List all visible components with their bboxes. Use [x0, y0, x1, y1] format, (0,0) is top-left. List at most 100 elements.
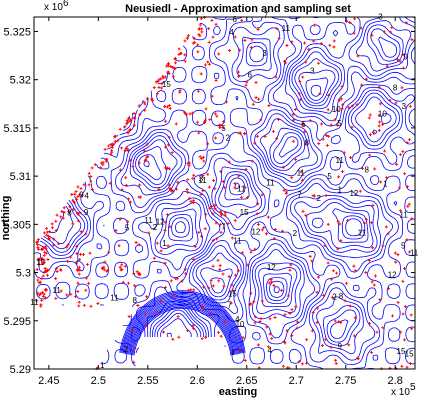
sample-point: [137, 104, 141, 108]
sample-point: [200, 27, 204, 31]
sample-point: [253, 315, 257, 319]
sample-point: [229, 301, 233, 305]
sample-point: [370, 280, 374, 284]
y-tick-label: 5.325: [3, 26, 31, 38]
sample-point: [55, 270, 59, 274]
sample-point: [152, 86, 156, 90]
sample-point: [191, 176, 195, 180]
sample-point: [200, 157, 204, 161]
sample-point: [42, 292, 46, 296]
sample-point: [404, 21, 408, 25]
sample-point: [400, 86, 404, 90]
contour-label: 11: [237, 185, 246, 194]
sample-point: [133, 117, 137, 121]
sample-point: [237, 131, 241, 135]
sample-point: [76, 195, 80, 199]
contour-line: [37, 16, 416, 361]
sample-point: [208, 118, 212, 122]
sample-point: [126, 281, 130, 285]
contour-line: [122, 294, 243, 354]
sample-point: [406, 204, 410, 208]
x-tick-label: 2.7: [289, 375, 304, 387]
sample-point: [250, 159, 254, 163]
sample-point: [223, 320, 227, 324]
sample-point: [364, 217, 368, 221]
sample-point: [341, 103, 345, 107]
sample-point: [163, 261, 167, 265]
sample-point: [100, 266, 104, 270]
sample-point: [325, 143, 329, 147]
sample-point: [192, 199, 196, 203]
sample-point: [347, 343, 351, 347]
sample-point: [78, 193, 82, 197]
sample-point: [129, 200, 133, 204]
contour-label: 4: [268, 346, 273, 355]
sample-point: [408, 362, 412, 366]
contour-label: 8: [393, 84, 398, 93]
sample-point: [271, 130, 275, 134]
sample-point: [257, 97, 261, 101]
sample-point: [48, 230, 52, 234]
sample-point: [200, 30, 204, 34]
sample-point: [285, 44, 289, 48]
sample-point: [166, 244, 170, 248]
sample-point: [65, 245, 69, 249]
sample-point: [353, 316, 357, 320]
sample-point: [211, 264, 215, 268]
contour-label: 11: [52, 286, 61, 295]
sample-point: [333, 118, 337, 122]
sample-point: [199, 17, 203, 21]
sample-point: [167, 167, 171, 171]
sample-point: [255, 212, 259, 216]
sample-point: [192, 173, 196, 177]
sample-point: [241, 336, 245, 340]
sample-point: [207, 40, 211, 44]
sample-point: [120, 146, 124, 150]
sample-point: [123, 264, 127, 268]
sample-point: [36, 257, 40, 261]
sample-point: [103, 260, 107, 264]
sample-point: [252, 300, 256, 304]
sample-point: [324, 193, 328, 197]
sample-point: [201, 189, 205, 193]
contour-label: 15: [405, 349, 414, 358]
sample-point: [227, 275, 231, 279]
sample-point: [184, 112, 188, 116]
sample-point: [316, 306, 320, 310]
sample-point: [268, 317, 272, 321]
sample-point: [158, 300, 162, 304]
contour-label: 6: [232, 15, 237, 24]
sample-point: [133, 284, 137, 288]
sample-point: [401, 53, 405, 57]
sample-point: [243, 38, 247, 42]
sample-point: [256, 202, 260, 206]
sample-point: [226, 221, 230, 225]
sample-point: [126, 197, 130, 201]
sample-point: [66, 260, 70, 264]
sample-point: [188, 112, 192, 116]
sample-point: [166, 143, 170, 147]
sample-point: [155, 241, 159, 245]
sample-point: [211, 238, 215, 242]
sample-point: [305, 142, 309, 146]
sample-point: [109, 143, 113, 147]
contour-line: [130, 303, 235, 355]
x-tick-label: 2.55: [137, 375, 158, 387]
contour-label: 12: [251, 228, 260, 237]
sample-point: [207, 185, 211, 189]
sample-point: [339, 239, 343, 243]
sample-point: [249, 250, 253, 254]
sample-point: [161, 76, 165, 80]
sample-point: [117, 244, 121, 248]
contour-line: [123, 295, 242, 354]
sample-point: [377, 128, 381, 132]
sample-point: [383, 149, 387, 153]
sample-point: [305, 338, 309, 342]
sample-point: [77, 300, 81, 304]
sample-point: [256, 343, 260, 347]
sample-point: [395, 162, 399, 166]
sample-point: [128, 128, 132, 132]
sample-point: [82, 252, 86, 256]
sample-point: [222, 186, 226, 190]
sample-point: [124, 183, 128, 187]
